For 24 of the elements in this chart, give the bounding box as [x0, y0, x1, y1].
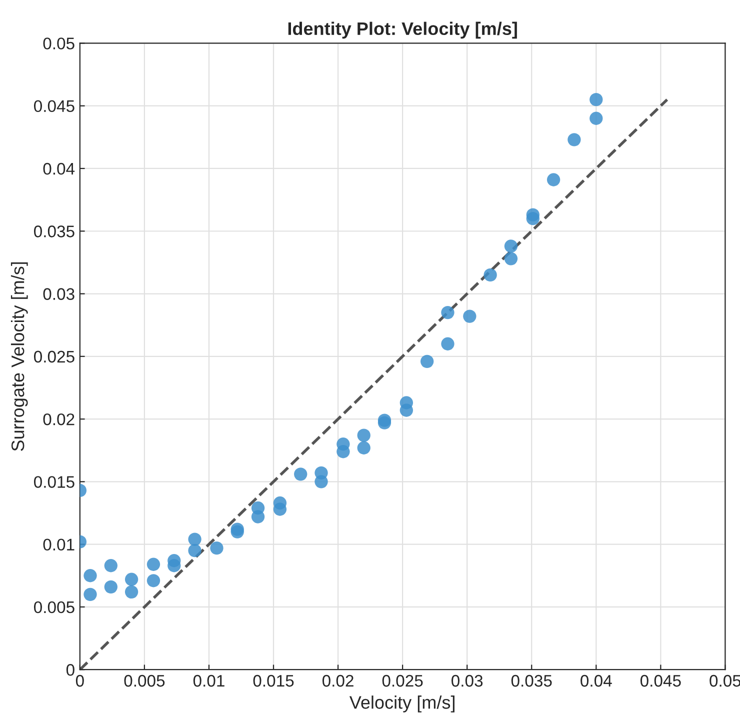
- x-axis-title: Velocity [m/s]: [349, 696, 454, 712]
- y-tick-label: 0.045: [34, 100, 74, 112]
- y-axis-title: Surrogate Velocity [m/s]: [10, 262, 28, 451]
- y-tick-label: 0.04: [43, 162, 75, 175]
- x-tick-label: 0.005: [124, 674, 165, 687]
- y-tick-label: 0.02: [43, 413, 74, 426]
- y-tick-label: 0.025: [34, 350, 74, 363]
- x-tick-label: 0.025: [382, 674, 423, 687]
- y-tick-label: 0.015: [34, 476, 74, 488]
- x-tick-label: 0: [76, 674, 84, 687]
- x-tick-label: 0.015: [253, 674, 294, 687]
- chart-title: Identity Plot: Velocity [m/s]: [288, 22, 517, 39]
- y-tick-label: 0.05: [43, 38, 74, 50]
- x-tick-label: 0.04: [580, 674, 612, 687]
- y-tick-label: 0.01: [43, 538, 74, 551]
- y-tick-label: 0.035: [34, 226, 74, 238]
- y-tick-label: 0.005: [34, 601, 74, 614]
- x-tick-label: 0.035: [511, 674, 552, 687]
- y-tick-label: 0: [66, 664, 74, 676]
- x-tick-label: 0.045: [640, 674, 681, 687]
- x-tick-label: 0.02: [322, 674, 354, 687]
- x-tick-label: 0.01: [193, 674, 224, 687]
- y-tick-label: 0.03: [43, 288, 74, 300]
- x-tick-label: 0.03: [452, 674, 483, 687]
